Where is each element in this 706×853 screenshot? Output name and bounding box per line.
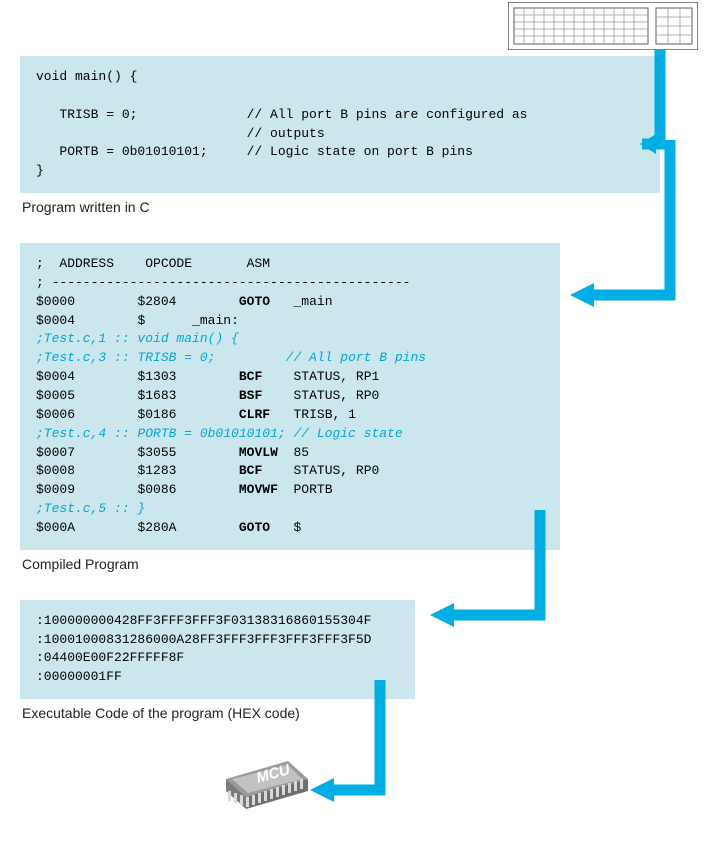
asm-r01: $0000 $2804 GOTO _main (36, 294, 333, 309)
keyboard-icon (508, 2, 698, 55)
hex-block: :100000000428FF3FFF3FFF3F031383168601553… (20, 600, 415, 699)
hex-l1: :100000000428FF3FFF3FFF3F031383168601553… (36, 613, 371, 628)
c-l1: void main() { (36, 69, 137, 84)
hex-l4: :00000001FF (36, 669, 122, 684)
c-l5: PORTB = 0b01010101; // Logic state on po… (36, 144, 473, 159)
c-l6: } (36, 163, 44, 178)
c-source-block: void main() { TRISB = 0; // All port B p… (20, 56, 660, 193)
c-l4: // outputs (36, 126, 325, 141)
asm-h1: ; ADDRESS OPCODE ASM (36, 256, 270, 271)
asm-c4: ;Test.c,5 :: } (36, 501, 145, 516)
hex-l2: :10001000831286000A28FF3FFF3FFF3FFF3FFF3… (36, 632, 371, 647)
caption-asm: Compiled Program (22, 556, 686, 572)
asm-r08: $0009 $0086 MOVWF PORTB (36, 482, 333, 497)
asm-r09: $000A $280A GOTO $ (36, 520, 301, 535)
hex-l3: :04400E00F22FFFFF8F (36, 650, 184, 665)
asm-r03: $0004 $1303 BCF STATUS, RP1 (36, 369, 379, 384)
asm-c2: ;Test.c,3 :: TRISB = 0; // All port B pi… (36, 350, 426, 365)
mcu-chip-icon: MCU (208, 749, 686, 824)
asm-h2: ; --------------------------------------… (36, 275, 410, 290)
asm-r07: $0008 $1283 BCF STATUS, RP0 (36, 463, 379, 478)
caption-c: Program written in C (22, 199, 686, 215)
asm-r05: $0006 $0186 CLRF TRISB, 1 (36, 407, 356, 422)
asm-r04: $0005 $1683 BSF STATUS, RP0 (36, 388, 379, 403)
c-l3: TRISB = 0; // All port B pins are config… (36, 107, 527, 122)
asm-c3: ;Test.c,4 :: PORTB = 0b01010101; // Logi… (36, 426, 403, 441)
asm-r02: $0004 $ _main: (36, 313, 239, 328)
asm-block: ; ADDRESS OPCODE ASM ; -----------------… (20, 243, 560, 550)
asm-c1: ;Test.c,1 :: void main() { (36, 331, 239, 346)
asm-r06: $0007 $3055 MOVLW 85 (36, 445, 309, 460)
caption-hex: Executable Code of the program (HEX code… (22, 705, 686, 721)
